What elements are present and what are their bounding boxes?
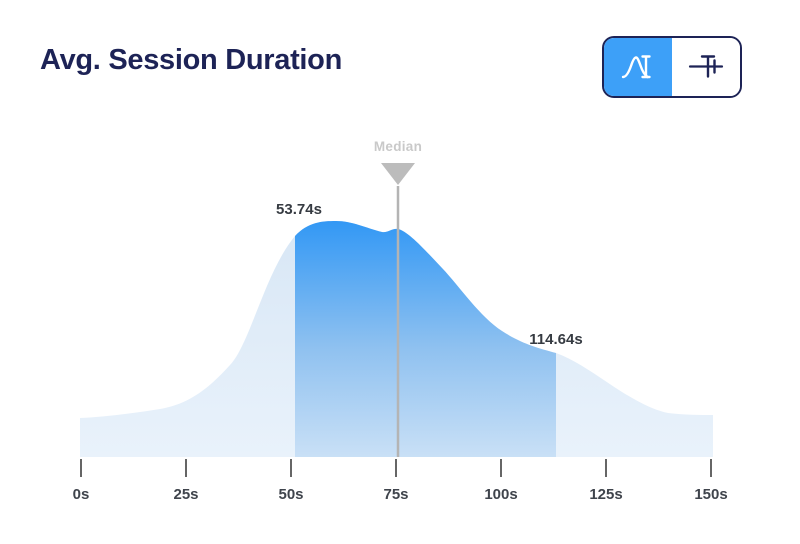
x-tick-label-125s: 125s [589,486,623,503]
median-triangle-icon [381,163,415,185]
median-range-icon [688,50,724,85]
x-tick-label-100s: 100s [484,486,518,503]
range-view-button[interactable] [672,38,740,96]
chart-type-toggle [602,36,742,98]
distribution-curve-icon [620,50,656,85]
x-tick-label-75s: 75s [383,486,409,503]
highlight-band-area [295,221,556,457]
page-title: Avg. Session Duration [40,44,343,76]
x-tick-label-50s: 50s [278,486,304,503]
x-axis-ticks [80,459,712,477]
median-label: Median [373,139,423,154]
distribution-view-button[interactable] [604,38,672,96]
band-end-label: 114.64s [529,331,583,348]
x-tick-label-25s: 25s [173,486,199,503]
band-start-label: 53.74s [276,201,322,218]
x-tick-label-150s: 150s [694,486,728,503]
x-tick-label-0s: 0s [72,486,90,503]
